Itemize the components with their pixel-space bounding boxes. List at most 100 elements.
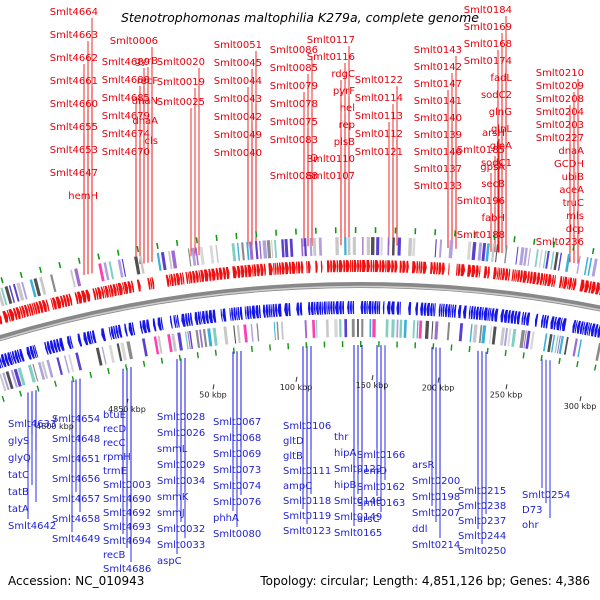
bottom-gene-label: Smlt4649 bbox=[52, 534, 100, 545]
reverse-feature-block bbox=[503, 327, 509, 346]
forward-gene-arrow bbox=[353, 260, 357, 272]
forward-feature-block bbox=[391, 237, 395, 256]
reverse-gene-arrow bbox=[157, 317, 162, 331]
reverse-gene-arrow bbox=[489, 308, 492, 321]
reverse-gene-arrow bbox=[251, 305, 256, 319]
reverse-feature-block bbox=[233, 325, 237, 344]
forward-feature-block bbox=[387, 237, 390, 256]
reverse-gene-arrow bbox=[451, 304, 454, 318]
top-gene-label: Smlt0146 bbox=[414, 147, 462, 158]
bottom-gene-label: smmK bbox=[157, 492, 189, 503]
reverse-feature-block bbox=[556, 335, 561, 354]
forward-gene-arrow bbox=[263, 263, 266, 276]
forward-gene-arrow bbox=[19, 306, 24, 319]
reverse-gene-arrow bbox=[262, 304, 266, 318]
top-gene-label: Smlt0110 bbox=[307, 154, 355, 165]
forward-gene-arrow bbox=[251, 264, 254, 277]
bottom-gene-label: tatB bbox=[8, 487, 29, 498]
top-gene-label: arsH bbox=[482, 128, 505, 139]
forward-feature-block bbox=[523, 247, 528, 266]
reverse-feature-block bbox=[171, 333, 177, 352]
reverse-gene-arrow bbox=[239, 306, 243, 320]
forward-gene-arrow bbox=[147, 277, 151, 290]
reverse-gene-arrow bbox=[310, 301, 314, 315]
bottom-gene-label: recC bbox=[103, 438, 126, 449]
reverse-gene-arrow bbox=[478, 306, 482, 320]
top-gene-label: Smlt0147 bbox=[414, 79, 462, 90]
forward-gene-arrow bbox=[295, 261, 298, 274]
top-gene-label: Smlt0142 bbox=[414, 62, 462, 73]
top-gene-label: Smlt0185 bbox=[457, 145, 505, 156]
forward-feature-block bbox=[477, 242, 483, 261]
reverse-feature-block bbox=[10, 369, 18, 388]
marker-tick bbox=[305, 342, 308, 349]
top-gene-label: Smlt4663 bbox=[50, 30, 98, 41]
forward-gene-arrow bbox=[436, 262, 439, 275]
forward-feature-block bbox=[553, 251, 559, 271]
forward-feature-block bbox=[481, 242, 487, 262]
reverse-gene-arrow bbox=[447, 304, 451, 318]
forward-gene-arrow bbox=[12, 307, 18, 320]
reverse-gene-arrow bbox=[352, 301, 355, 314]
marker-tick bbox=[71, 376, 75, 383]
forward-gene-arrow bbox=[522, 270, 528, 283]
forward-gene-arrow bbox=[387, 260, 391, 273]
top-gene-label: Smlt0184 bbox=[464, 5, 512, 16]
forward-gene-arrow bbox=[33, 302, 38, 315]
reverse-feature-block bbox=[424, 320, 430, 339]
reverse-feature-block bbox=[250, 323, 254, 342]
bottom-gene-label: Smlt0214 bbox=[412, 540, 460, 551]
reverse-gene-arrow bbox=[169, 315, 173, 329]
marker-tick bbox=[540, 354, 543, 362]
reverse-feature-block bbox=[202, 328, 208, 348]
marker-tick bbox=[116, 249, 120, 256]
reverse-gene-arrow bbox=[562, 318, 567, 332]
reverse-gene-arrow bbox=[268, 304, 271, 318]
reverse-gene-arrow bbox=[360, 301, 364, 314]
bottom-gene-label: Smlt0254 bbox=[522, 490, 570, 501]
reverse-feature-block bbox=[488, 326, 493, 345]
top-gene-label: rdgC bbox=[331, 69, 355, 80]
marker-tick bbox=[89, 371, 93, 379]
bottom-gene-label: Smlt0119 bbox=[283, 511, 331, 522]
reverse-gene-arrow bbox=[265, 304, 269, 318]
reverse-gene-arrow bbox=[432, 303, 435, 317]
forward-gene-arrow bbox=[27, 304, 32, 316]
reverse-gene-arrow bbox=[574, 320, 578, 334]
bottom-gene-label: Smlt4648 bbox=[52, 434, 100, 445]
forward-gene-arrow bbox=[274, 262, 277, 275]
forward-gene-arrow bbox=[0, 314, 3, 325]
marker-tick bbox=[522, 352, 525, 359]
forward-feature-block bbox=[370, 237, 375, 256]
ruler: 4800 kbp 4850 kbp 50 kbp 100 kbp 150 kbp 200 … bbox=[36, 375, 596, 431]
reverse-feature-block bbox=[212, 327, 218, 346]
reverse-gene-arrow bbox=[434, 303, 436, 317]
forward-gene-arrow bbox=[247, 264, 252, 277]
reverse-gene-arrow bbox=[272, 304, 276, 318]
forward-gene-arrow bbox=[351, 260, 354, 272]
forward-gene-arrow bbox=[181, 272, 185, 285]
reverse-feature-block bbox=[195, 329, 201, 349]
reverse-feature-block bbox=[478, 325, 483, 344]
forward-feature-block bbox=[289, 238, 294, 257]
forward-feature-block bbox=[29, 279, 37, 298]
marker-tick bbox=[414, 228, 417, 235]
reverse-gene-arrow bbox=[584, 322, 589, 336]
forward-gene-arrow bbox=[244, 265, 248, 278]
ruler-tick bbox=[437, 377, 440, 383]
top-gene-label: Smlt0114 bbox=[355, 93, 403, 104]
top-gene-label: Smlt0227 bbox=[536, 133, 584, 144]
reverse-feature-block bbox=[391, 319, 395, 338]
marker-tick bbox=[314, 227, 317, 234]
forward-gene-arrow bbox=[362, 260, 367, 272]
reverse-feature-block bbox=[37, 361, 46, 380]
forward-feature-block bbox=[534, 249, 539, 268]
forward-gene-arrow bbox=[558, 276, 563, 289]
forward-gene-arrow bbox=[200, 269, 205, 282]
forward-feature-block bbox=[39, 276, 47, 295]
reverse-feature-block bbox=[543, 333, 548, 352]
reverse-gene-arrow bbox=[185, 313, 189, 327]
reverse-gene-arrow bbox=[390, 301, 395, 315]
top-gene-label: GCDH bbox=[554, 159, 584, 170]
reverse-feature-block bbox=[120, 342, 127, 361]
